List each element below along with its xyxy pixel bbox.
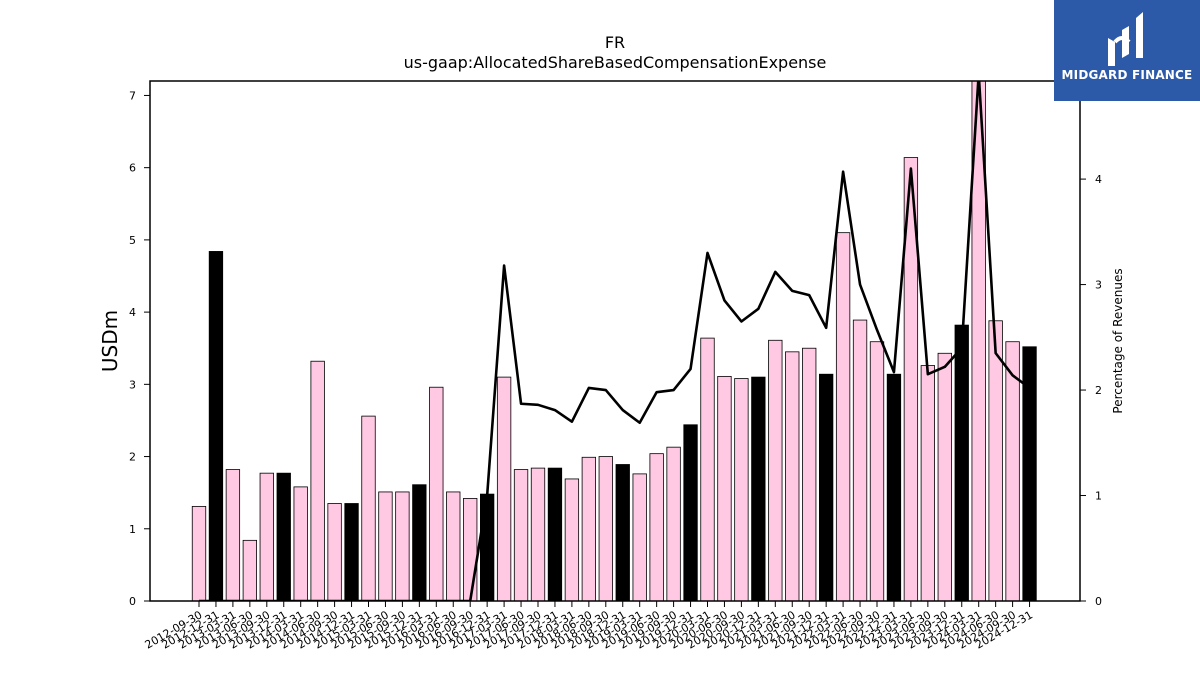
y-tick-label-right: 3 [1095,279,1102,292]
brand-logo-text: MIDGARD FINANCE [1061,68,1193,82]
bar-2016-12-31 [479,493,495,601]
bar-2019-03-31 [632,473,647,601]
right-y-axis: 0 1 2 3 4 [1080,173,1102,608]
bar-2020-12-31 [751,376,766,601]
y-tick-label-left: 3 [129,378,136,391]
bar-2023-09-30 [937,352,952,601]
bar-2020-06-30 [717,375,732,601]
bar-2018-12-31 [615,464,630,601]
y-tick-label-right: 1 [1095,490,1102,503]
y-axis-label-left: USDm [98,310,122,372]
bar-2023-12-31 [954,324,969,601]
bar-2015-12-31 [412,484,427,601]
bar-2012-12-31 [208,251,224,601]
pct-revenue-line-series [199,81,1031,601]
bar-2024-06-30 [988,320,1003,601]
bar-2014-09-30 [327,503,342,601]
bar-2022-12-31 [886,373,902,601]
bar-2012-09-30 [191,505,207,601]
bar-2022-03-31 [835,232,851,601]
bar-2018-09-30 [598,456,613,601]
bar-2013-06-30 [242,539,258,601]
y-tick-label-left: 7 [129,89,136,102]
bar-2022-06-30 [852,319,868,601]
bar-2020-03-31 [700,337,715,601]
x-axis: 2012-09-302012-12-312013-03-312013-06-30… [143,601,1035,652]
y-tick-label-left: 0 [129,595,136,608]
bar-2017-12-31 [547,467,563,601]
pct-revenue-line [199,81,1031,601]
bar-2015-06-30 [378,491,393,601]
bar-2013-12-31 [276,472,291,601]
bar-2013-03-31 [225,469,241,601]
bar-2022-09-30 [869,341,885,601]
y-axis-label-right: Percentage of Revenues [1111,268,1125,413]
bar-2014-06-30 [310,360,325,601]
y-tick-label-left: 4 [129,306,136,319]
plot-area-frame [149,80,1081,602]
bar-2023-06-30 [920,365,935,601]
bar-2017-03-31 [496,376,512,601]
bar-2021-06-30 [785,351,800,601]
bar-2024-09-30 [1005,341,1020,601]
chart-subtitle: us-gaap:AllocatedShareBasedCompensationE… [404,53,827,72]
bar-2021-09-30 [802,347,817,601]
bar-2017-06-30 [513,469,529,601]
bar-2018-06-30 [581,456,596,601]
bar-2018-03-31 [564,478,580,601]
bar-2017-09-30 [530,467,546,601]
bar-2015-03-31 [361,415,376,601]
bar-2021-12-31 [819,373,834,601]
bar-2024-12-31 [1022,346,1037,601]
y-tick-label-left: 6 [129,162,136,175]
bar-2016-03-31 [429,386,444,601]
left-y-axis: 0 1 2 3 4 5 6 7 [129,89,150,608]
y-tick-label-left: 5 [129,234,136,247]
y-tick-label-right: 2 [1095,384,1102,397]
y-tick-label-right: 0 [1095,595,1102,608]
bar-2019-06-30 [649,453,664,601]
y-tick-label-left: 2 [129,451,136,464]
bar-2014-03-31 [293,486,308,601]
bar-2013-09-30 [259,472,274,601]
bar-2020-09-30 [734,378,749,601]
bar-2014-12-31 [344,503,359,601]
y-tick-label-right: 4 [1095,173,1102,186]
brand-logo: MIDGARD FINANCE [1054,0,1200,101]
bar-2023-03-31 [903,157,919,601]
bar-2015-09-30 [395,491,410,601]
bar-2016-06-30 [446,491,461,601]
bar-2016-09-30 [463,498,478,601]
midgard-logo-icon [1108,12,1143,66]
bar-2021-03-31 [768,339,783,601]
y-tick-label-left: 1 [129,523,136,536]
bar-2024-03-31 [971,81,986,601]
chart-title: FR [605,33,625,52]
bar-series [191,81,1037,601]
bar-2019-09-30 [666,446,681,601]
bar-2019-12-31 [683,424,698,601]
